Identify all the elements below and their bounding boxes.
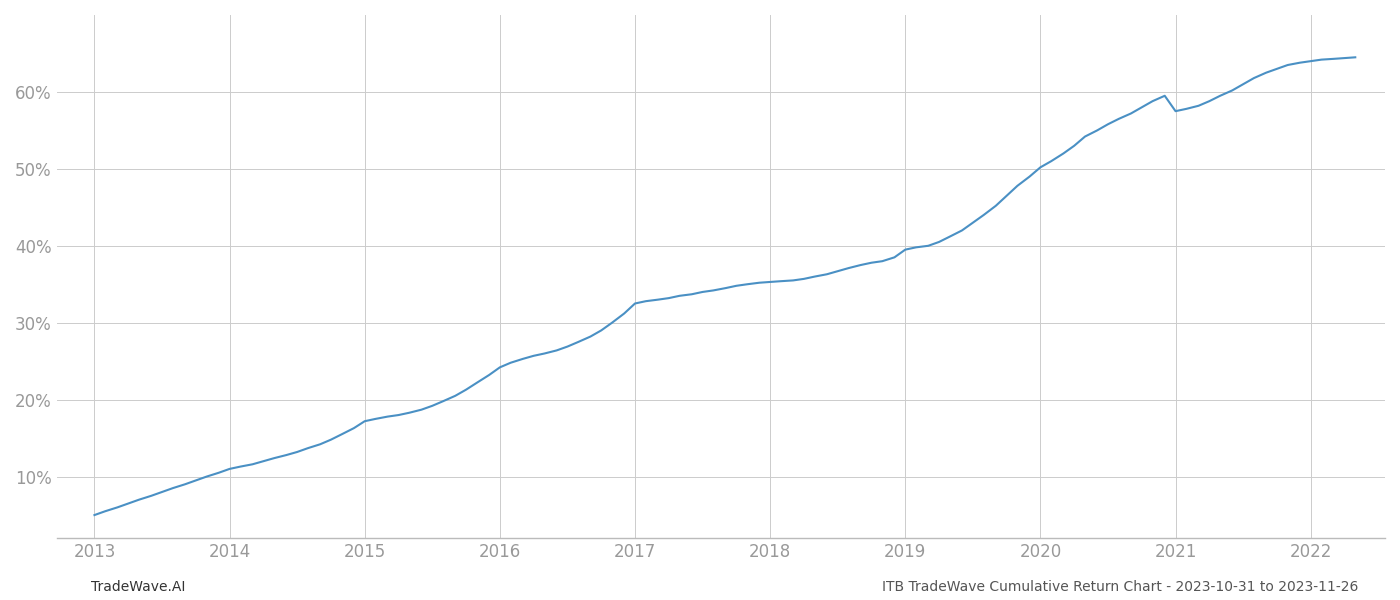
- Text: TradeWave.AI: TradeWave.AI: [91, 580, 185, 594]
- Text: ITB TradeWave Cumulative Return Chart - 2023-10-31 to 2023-11-26: ITB TradeWave Cumulative Return Chart - …: [882, 580, 1358, 594]
